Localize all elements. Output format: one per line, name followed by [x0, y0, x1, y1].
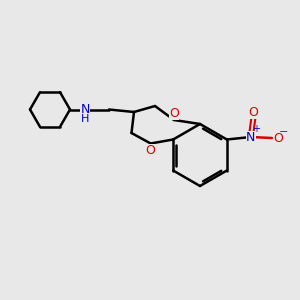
Text: N: N — [246, 130, 256, 143]
Text: N: N — [80, 103, 90, 116]
Text: O: O — [146, 143, 156, 157]
Text: H: H — [81, 113, 89, 124]
Text: O: O — [273, 131, 283, 145]
Text: +: + — [252, 124, 260, 134]
Text: O: O — [248, 106, 258, 118]
Text: O: O — [169, 107, 179, 120]
Text: −: − — [279, 127, 289, 137]
